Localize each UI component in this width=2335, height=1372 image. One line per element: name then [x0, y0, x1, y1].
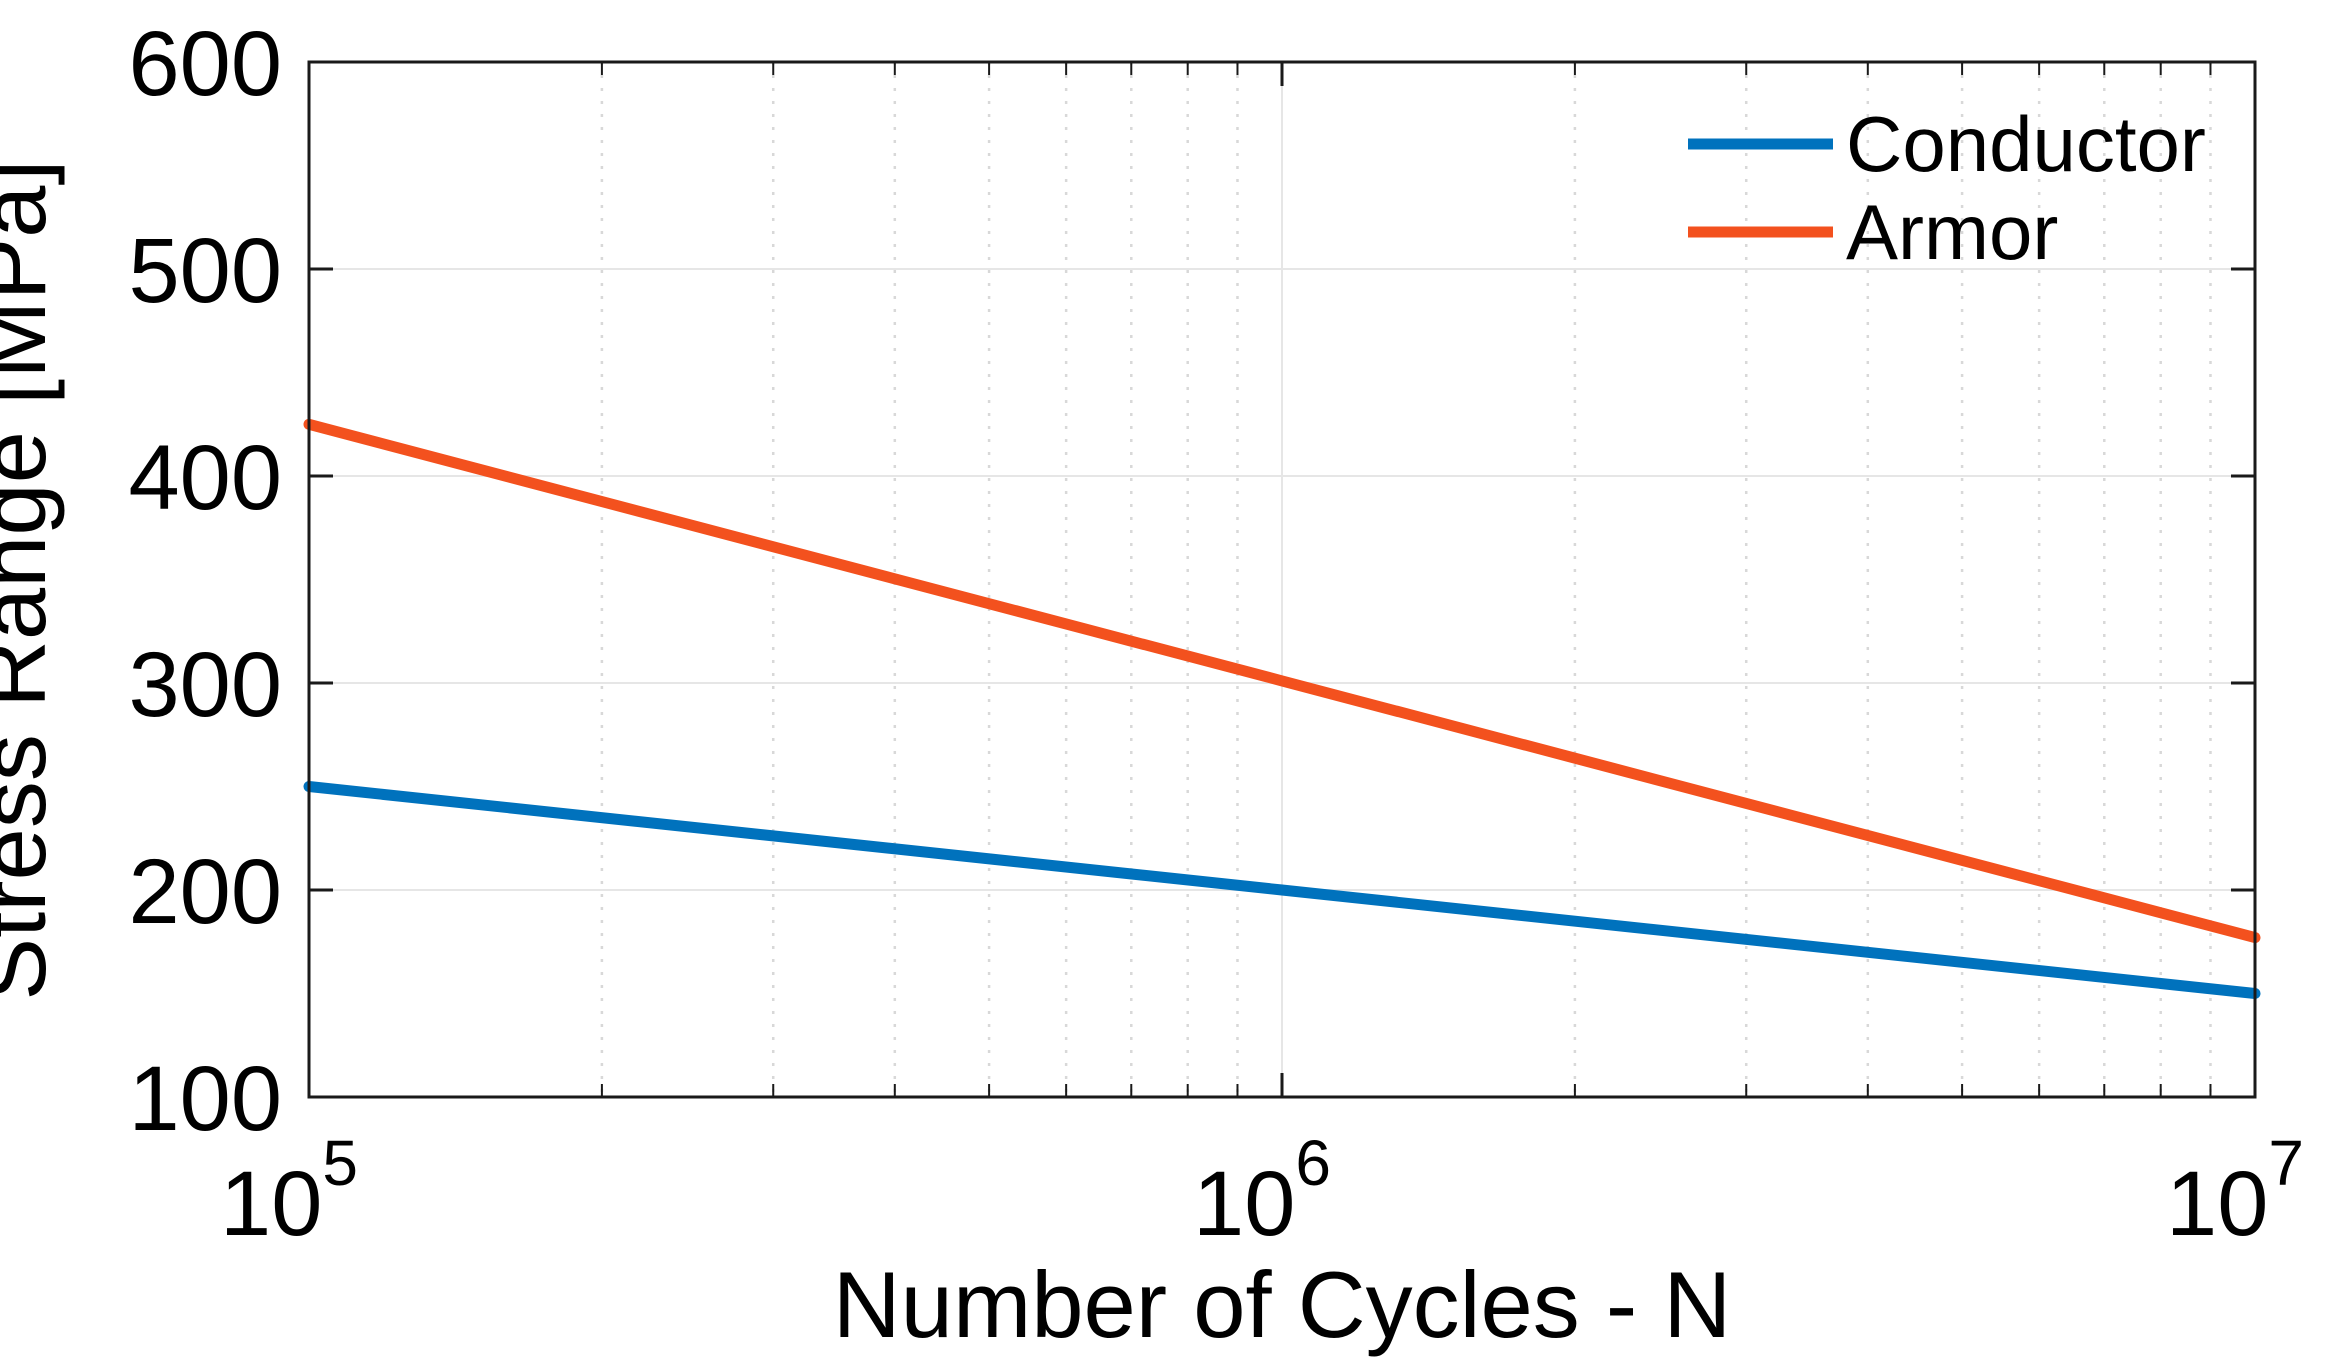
- series-line-conductor: [303, 781, 2261, 999]
- axis-ticks: [307, 60, 2257, 1099]
- data-series: [303, 418, 2261, 999]
- x-tick-label: 106: [1193, 1127, 1331, 1255]
- y-tick-label: 100: [129, 1048, 283, 1150]
- tick-labels: 100 200 300 400 500 600 105 106 107: [129, 13, 2304, 1255]
- x-tick-label: 105: [220, 1127, 358, 1255]
- legend: Conductor Armor: [1688, 100, 2206, 276]
- legend-item-armor: Armor: [1688, 188, 2058, 276]
- x-axis-label: Number of Cycles - N: [833, 1252, 1731, 1357]
- x-tick-label: 107: [2166, 1127, 2304, 1255]
- legend-label-armor: Armor: [1846, 188, 2058, 276]
- y-tick-label: 300: [129, 634, 283, 736]
- y-tick-label: 400: [129, 427, 283, 529]
- gridlines: [309, 62, 2255, 1097]
- y-axis-label: Stress Range [MPa]: [0, 159, 65, 1000]
- y-tick-label: 600: [129, 13, 283, 115]
- legend-item-conductor: Conductor: [1688, 100, 2206, 188]
- legend-label-conductor: Conductor: [1846, 100, 2206, 188]
- y-tick-label: 500: [129, 220, 283, 322]
- y-tick-label: 200: [129, 841, 283, 943]
- series-line-armor: [303, 418, 2261, 944]
